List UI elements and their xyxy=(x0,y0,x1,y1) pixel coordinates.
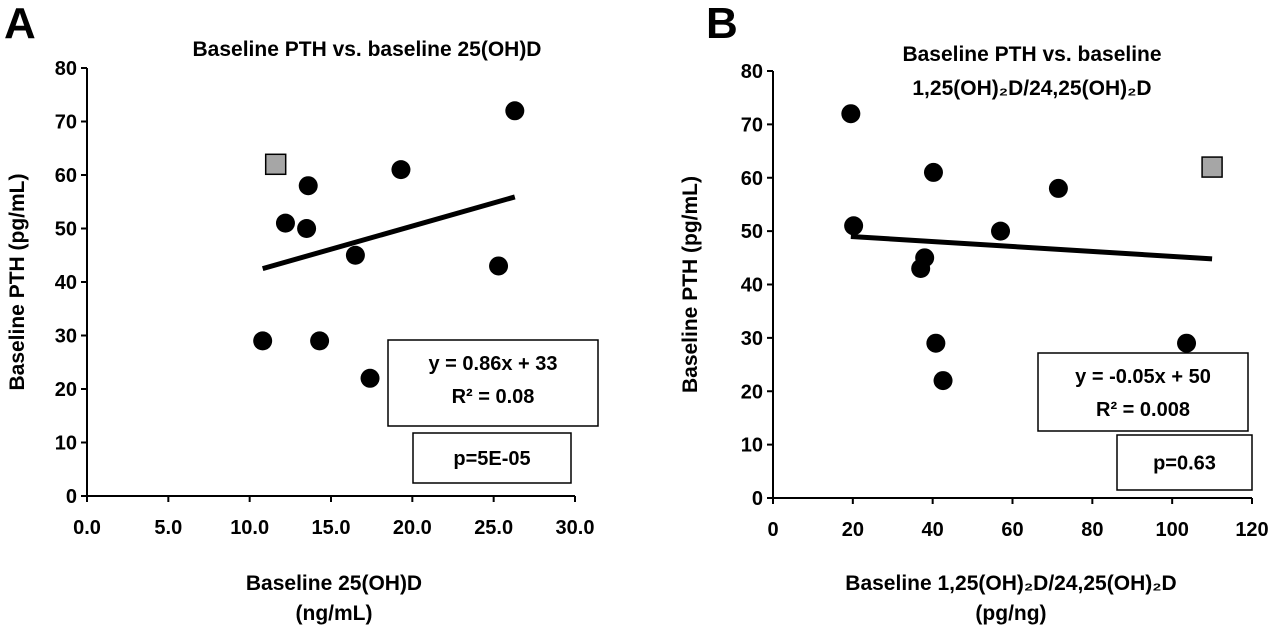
data-point xyxy=(489,256,509,276)
x-tick-label: 25.0 xyxy=(474,517,513,539)
data-point xyxy=(391,160,411,180)
x-tick-label: 0.0 xyxy=(73,517,101,539)
regression-equation: y = 0.86x + 33 xyxy=(428,353,557,375)
trendline xyxy=(261,194,516,272)
chart-title: 1,25(OH)₂D/24,25(OH)₂D xyxy=(912,77,1151,100)
data-point xyxy=(915,248,935,268)
x-tick-label: 30.0 xyxy=(556,517,595,539)
x-axis-label: Baseline 25(OH)D xyxy=(246,572,422,595)
y-axis-label: Baseline PTH (pg/mL) xyxy=(6,173,29,390)
y-tick-label: 20 xyxy=(741,381,763,403)
x-axis-label: (pg/ng) xyxy=(975,602,1046,625)
x-tick-label: 40 xyxy=(922,519,944,541)
y-tick-label: 20 xyxy=(55,379,77,401)
data-point xyxy=(991,221,1011,241)
data-point xyxy=(841,104,861,124)
equation-box xyxy=(387,339,599,427)
data-point xyxy=(253,331,273,351)
chart-title: Baseline PTH vs. baseline xyxy=(902,43,1161,66)
data-point xyxy=(923,162,943,182)
y-tick-label: 60 xyxy=(55,165,77,187)
y-tick-label: 70 xyxy=(741,114,763,136)
y-tick-label: 50 xyxy=(55,219,77,241)
data-point xyxy=(1048,178,1068,198)
data-point xyxy=(297,219,317,238)
chart-panel-a: A Baseline PTH vs. baseline 25(OH)D 0 10 20 3… xyxy=(4,0,599,625)
highlight-point xyxy=(1201,156,1223,178)
trendline xyxy=(850,233,1213,262)
x-tick-label: 15.0 xyxy=(312,517,351,539)
r-squared: R² = 0.08 xyxy=(452,386,535,408)
y-tick-label: 30 xyxy=(741,328,763,350)
x-tick-label: 0 xyxy=(767,519,778,541)
r-squared: R² = 0.008 xyxy=(1096,399,1190,421)
x-tick-label: 120 xyxy=(1235,519,1268,541)
y-tick-label: 40 xyxy=(55,272,77,294)
chart-panel-b: B Baseline PTH vs. baseline 1,25(OH)₂D/24,… xyxy=(679,0,1269,625)
panel-letter: B xyxy=(706,0,738,48)
data-point xyxy=(844,216,864,236)
y-tick-label: 40 xyxy=(741,275,763,297)
p-value: p=0.63 xyxy=(1153,453,1216,475)
x-axis-label: Baseline 1,25(OH)₂D/24,25(OH)₂D xyxy=(845,572,1176,595)
y-tick-label: 10 xyxy=(55,433,77,455)
x-tick-label: 60 xyxy=(1001,519,1023,541)
panel-letter: A xyxy=(4,0,36,48)
y-tick-label: 80 xyxy=(741,61,763,83)
data-point xyxy=(345,245,365,265)
data-point xyxy=(1177,333,1197,353)
y-tick-label: 10 xyxy=(741,435,763,457)
x-tick-label: 5.0 xyxy=(154,517,182,539)
equation-box xyxy=(1037,352,1249,432)
chart-title: Baseline PTH vs. baseline 25(OH)D xyxy=(193,38,542,61)
pvalue-box xyxy=(412,432,572,484)
y-tick-label: 50 xyxy=(741,221,763,243)
x-tick-label: 20.0 xyxy=(393,517,432,539)
y-tick-label: 30 xyxy=(55,326,77,348)
y-tick-label: 60 xyxy=(741,168,763,190)
data-point xyxy=(505,101,525,121)
x-tick-label: 80 xyxy=(1081,519,1103,541)
data-point xyxy=(360,368,380,388)
data-point xyxy=(275,213,295,233)
y-tick-label: 80 xyxy=(55,58,77,80)
p-value: p=5E-05 xyxy=(453,448,530,470)
y-tick-label: 0 xyxy=(752,488,763,510)
y-axis-label: Baseline PTH (pg/mL) xyxy=(679,176,702,393)
highlight-point xyxy=(264,153,287,176)
x-axis-label: (ng/mL) xyxy=(296,602,373,625)
data-point xyxy=(926,333,946,353)
y-tick-label: 0 xyxy=(66,486,77,508)
x-tick-label: 10.0 xyxy=(230,517,269,539)
regression-equation: y = -0.05x + 50 xyxy=(1075,366,1211,388)
data-point xyxy=(298,176,318,196)
x-tick-label: 20 xyxy=(842,519,864,541)
data-point xyxy=(310,331,330,351)
data-point xyxy=(933,371,953,391)
x-tick-label: 100 xyxy=(1155,519,1188,541)
pvalue-box xyxy=(1116,434,1253,491)
y-tick-label: 70 xyxy=(55,112,77,134)
